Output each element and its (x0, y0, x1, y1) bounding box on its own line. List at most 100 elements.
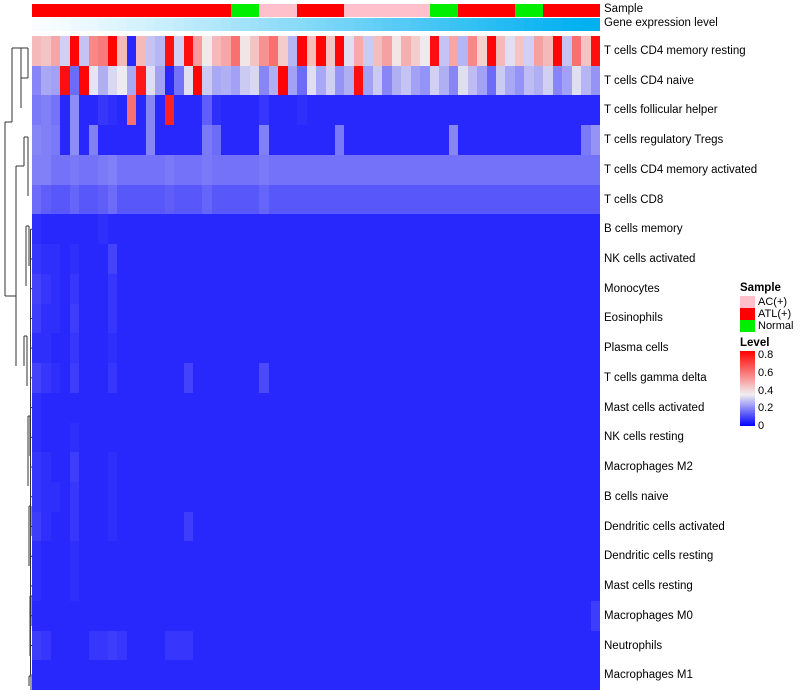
heatmap-cell (297, 154, 307, 185)
heatmap-cell (353, 422, 364, 453)
heatmap-cell (458, 333, 468, 364)
heatmap-cell (562, 482, 572, 512)
heatmap-row (32, 452, 601, 483)
heatmap-cell (429, 125, 440, 155)
heatmap-cell (477, 214, 487, 245)
heatmap-cell (268, 184, 279, 215)
heatmap-cell (41, 154, 51, 185)
heatmap-cell (117, 125, 127, 155)
heatmap-cell (164, 95, 175, 126)
gene-expression-annotation-cell (562, 18, 572, 31)
sample-annotation-cell (524, 4, 534, 17)
heatmap-cell (259, 36, 269, 66)
heatmap-cell (401, 422, 411, 453)
heatmap-cell (50, 452, 61, 483)
heatmap-cell (202, 660, 212, 691)
heatmap-cell (202, 363, 212, 393)
heatmap-cell (240, 392, 250, 423)
heatmap-cell (221, 303, 231, 334)
heatmap-cell (41, 333, 51, 364)
heatmap-cell (69, 65, 80, 96)
heatmap-cell (79, 541, 89, 572)
heatmap-cell (353, 571, 364, 601)
heatmap-cell (514, 154, 525, 185)
heatmap-cell (240, 184, 250, 215)
heatmap-cell (420, 244, 430, 274)
heatmap-cell (410, 660, 421, 691)
heatmap-cell (69, 184, 80, 215)
heatmap-cell (495, 333, 506, 364)
heatmap-cell (335, 244, 345, 274)
sample-annotation-cell (581, 4, 591, 17)
sample-annotation-cell (448, 4, 459, 17)
heatmap-cell (335, 184, 345, 215)
heatmap-cell (495, 630, 506, 661)
heatmap-cell (297, 422, 307, 453)
heatmap-row (32, 660, 601, 691)
sample-annotation-cell (306, 4, 317, 17)
heatmap-row-label: Macrophages M0 (604, 609, 693, 622)
heatmap-cell (571, 125, 582, 155)
heatmap-cell (458, 600, 468, 631)
heatmap-cell (278, 600, 288, 631)
heatmap-cell (581, 333, 591, 364)
gene-expression-annotation-cell (543, 18, 553, 31)
sample-legend-label: Normal (758, 320, 794, 332)
heatmap-cell (571, 273, 582, 304)
heatmap-cell (88, 184, 99, 215)
heatmap-cell (372, 600, 383, 631)
heatmap-cell (552, 630, 563, 661)
sample-annotation-cell (79, 4, 89, 17)
heatmap-cell (259, 482, 269, 512)
heatmap-row (32, 392, 601, 423)
heatmap-cell (230, 452, 241, 483)
heatmap-cell (107, 630, 118, 661)
heatmap-cell (514, 363, 525, 393)
heatmap-cell (202, 571, 212, 601)
sample-annotation-cell (221, 4, 231, 17)
sample-annotation-cell (287, 4, 298, 17)
heatmap-cell (297, 273, 307, 304)
heatmap-cell (543, 630, 553, 661)
heatmap-cell (533, 65, 544, 96)
heatmap-cell (590, 125, 601, 155)
gene-expression-annotation-cell (164, 18, 175, 31)
heatmap-cell (590, 482, 601, 512)
heatmap-cell (306, 452, 317, 483)
heatmap-cell (344, 660, 354, 691)
heatmap-cell (505, 333, 515, 364)
heatmap-cell (88, 214, 99, 245)
heatmap-cell (249, 600, 260, 631)
heatmap-cell (467, 303, 478, 334)
heatmap-cell (571, 452, 582, 483)
heatmap-cell (107, 95, 118, 126)
heatmap-cell (230, 541, 241, 572)
sample-annotation-cell (467, 4, 478, 17)
heatmap-cell (562, 244, 572, 274)
heatmap-cell (60, 452, 70, 483)
heatmap-cell (344, 541, 354, 572)
heatmap-cell (240, 630, 250, 661)
heatmap-cell (88, 630, 99, 661)
heatmap-cell (211, 214, 222, 245)
heatmap-cell (344, 333, 354, 364)
heatmap-cell (221, 65, 231, 96)
heatmap-cell (325, 363, 335, 393)
heatmap-cell (590, 511, 601, 542)
heatmap-cell (192, 303, 203, 334)
heatmap-cell (268, 214, 279, 245)
heatmap-cell (571, 571, 582, 601)
heatmap-cell (240, 600, 250, 631)
heatmap-cell (552, 392, 563, 423)
heatmap-cell (514, 36, 525, 66)
heatmap-row (32, 482, 601, 512)
heatmap-cell (164, 333, 175, 364)
heatmap-cell (335, 422, 345, 453)
heatmap-cell (192, 273, 203, 304)
heatmap-cell (391, 184, 402, 215)
heatmap-cell (221, 511, 231, 542)
gene-expression-annotation-cell (32, 18, 42, 31)
heatmap-cell (221, 422, 231, 453)
heatmap-cell (183, 392, 193, 423)
heatmap-cell (174, 303, 184, 334)
